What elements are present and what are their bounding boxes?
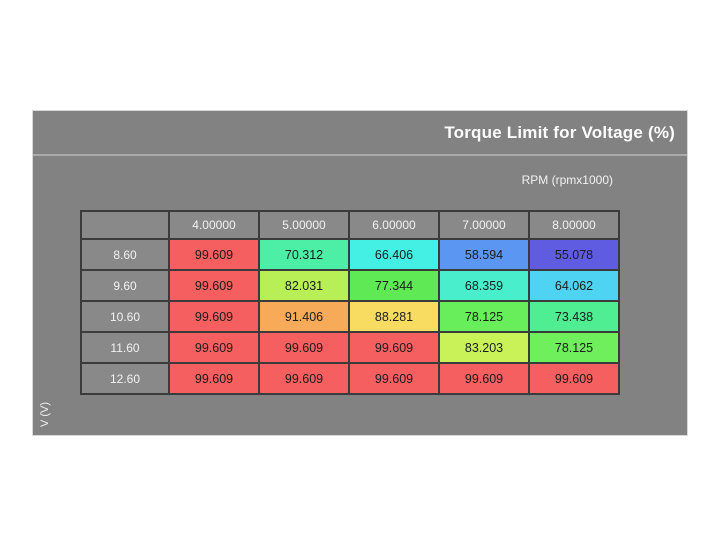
column-header-5: 8.00000 — [528, 210, 620, 240]
grid-cell[interactable]: 99.609 — [168, 300, 260, 333]
grid-cell[interactable]: 99.609 — [168, 362, 260, 395]
column-header-1: 4.00000 — [168, 210, 260, 240]
grid-cell[interactable]: 66.406 — [348, 238, 440, 271]
table-header: 4.00000 5.00000 6.00000 7.00000 8.00000 — [80, 210, 620, 240]
grid-cell[interactable]: 99.609 — [438, 362, 530, 395]
row-header-3: 10.60 — [80, 300, 170, 333]
grid-cell[interactable]: 55.078 — [528, 238, 620, 271]
panel-titlebar: Torque Limit for Voltage (%) — [33, 111, 687, 156]
grid-cell[interactable]: 82.031 — [258, 269, 350, 302]
grid-cell[interactable]: 88.281 — [348, 300, 440, 333]
row-header-4: 11.60 — [80, 331, 170, 364]
column-header-3: 6.00000 — [348, 210, 440, 240]
grid-cell[interactable]: 73.438 — [528, 300, 620, 333]
column-header-4: 7.00000 — [438, 210, 530, 240]
grid-cell[interactable]: 99.609 — [168, 331, 260, 364]
grid-cell[interactable]: 99.609 — [168, 269, 260, 302]
grid-cell[interactable]: 99.609 — [348, 362, 440, 395]
grid-cell[interactable]: 91.406 — [258, 300, 350, 333]
grid-cell[interactable]: 68.359 — [438, 269, 530, 302]
grid-cell[interactable]: 99.609 — [258, 331, 350, 364]
table-row: 8.60 99.609 70.312 66.406 58.594 55.078 — [80, 238, 620, 271]
panel-title: Torque Limit for Voltage (%) — [444, 122, 675, 142]
voltage-axis-label: V (V) — [39, 401, 51, 427]
rpm-axis-label: RPM (rpmx1000) — [521, 173, 613, 187]
table-row: 9.60 99.609 82.031 77.344 68.359 64.062 — [80, 269, 620, 302]
table-row: 10.60 99.609 91.406 88.281 78.125 73.438 — [80, 300, 620, 333]
grid-cell[interactable]: 64.062 — [528, 269, 620, 302]
row-header-1: 8.60 — [80, 238, 170, 271]
grid-cell[interactable]: 70.312 — [258, 238, 350, 271]
corner-cell — [80, 210, 170, 240]
grid-cell[interactable]: 83.203 — [438, 331, 530, 364]
grid-cell[interactable]: 78.125 — [438, 300, 530, 333]
grid-cell[interactable]: 99.609 — [168, 238, 260, 271]
column-header-2: 5.00000 — [258, 210, 350, 240]
torque-limit-table: 4.00000 5.00000 6.00000 7.00000 8.00000 8.60… — [80, 210, 620, 395]
row-header-2: 9.60 — [80, 269, 170, 302]
grid-cell[interactable]: 99.609 — [348, 331, 440, 364]
table-row: 11.60 99.609 99.609 99.609 83.203 78.125 — [80, 331, 620, 364]
grid-cell[interactable]: 77.344 — [348, 269, 440, 302]
table-row: 12.60 99.609 99.609 99.609 99.609 99.609 — [80, 362, 620, 395]
grid-cell[interactable]: 78.125 — [528, 331, 620, 364]
grid-cell[interactable]: 58.594 — [438, 238, 530, 271]
grid-cell[interactable]: 99.609 — [258, 362, 350, 395]
grid-cell[interactable]: 99.609 — [528, 362, 620, 395]
row-header-5: 12.60 — [80, 362, 170, 395]
header-row: 4.00000 5.00000 6.00000 7.00000 8.00000 — [80, 210, 620, 240]
table-body: 8.60 99.609 70.312 66.406 58.594 55.078 9.60 99… — [80, 238, 620, 395]
torque-limit-panel: Torque Limit for Voltage (%) RPM (rpmx10… — [32, 110, 688, 436]
